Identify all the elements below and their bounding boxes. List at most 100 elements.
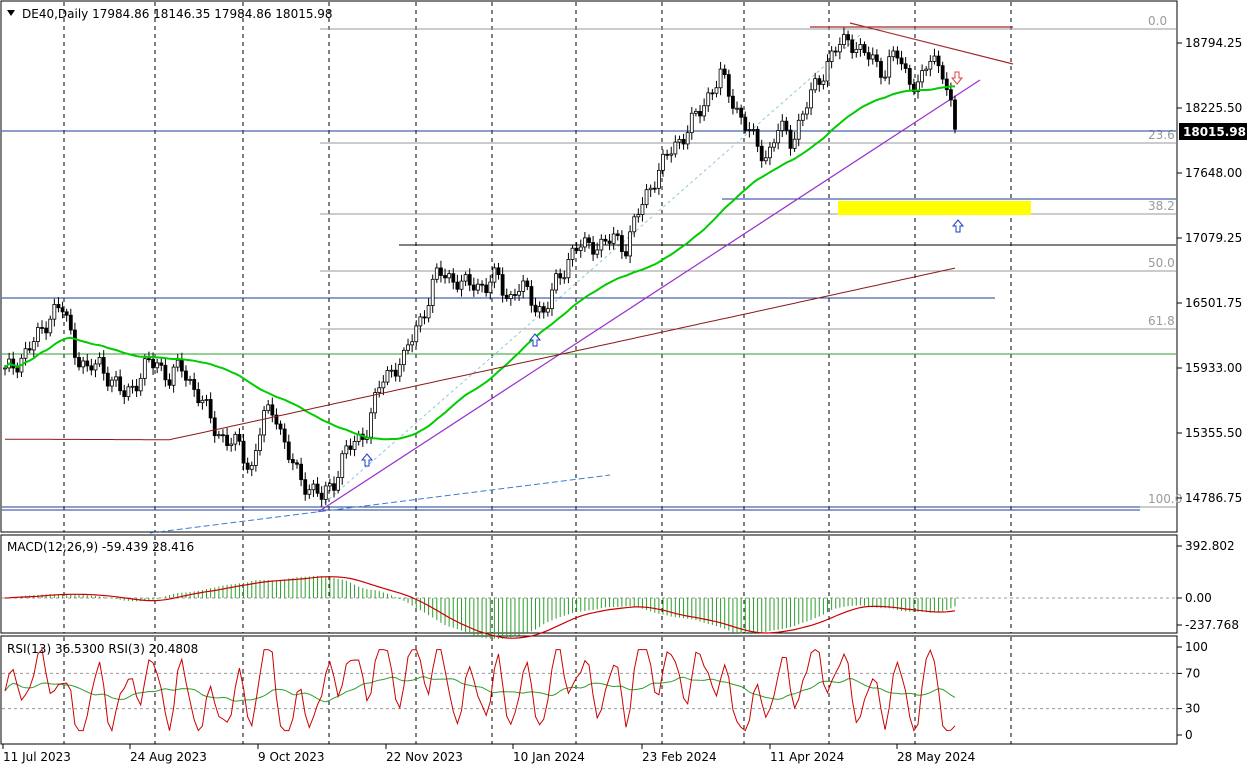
candle-body xyxy=(290,459,295,464)
candle-body xyxy=(768,146,772,159)
candle-body xyxy=(550,289,554,310)
current-price-badge xyxy=(1179,123,1247,140)
candle-body xyxy=(911,83,916,93)
rsi-tick-label: 30 xyxy=(1185,702,1200,716)
candle-body xyxy=(299,463,304,481)
candle-body xyxy=(899,57,904,65)
candle-body xyxy=(212,417,217,437)
candle-body xyxy=(56,304,61,309)
candle-body xyxy=(484,284,489,294)
candle-body xyxy=(278,423,283,430)
candle-body xyxy=(245,462,250,470)
candle-body xyxy=(850,39,855,53)
candle-body xyxy=(652,187,657,190)
candle-body xyxy=(311,483,316,491)
candle-body xyxy=(15,367,20,373)
candle-body xyxy=(443,275,447,279)
price-tick-label: 16501.75 xyxy=(1185,296,1242,310)
candle-body xyxy=(81,360,86,368)
time-tick-label: 28 May 2024 xyxy=(897,750,975,764)
ma-fast-line xyxy=(4,85,955,441)
arrow-up-icon xyxy=(528,333,542,347)
rsi-indicator xyxy=(2,648,1176,733)
candle-body xyxy=(517,290,521,296)
candle-body xyxy=(763,157,768,162)
candle-body xyxy=(184,370,188,381)
candle-body xyxy=(846,34,850,41)
candle-body xyxy=(833,50,838,53)
candle-body xyxy=(879,61,883,78)
arrow-up-icon xyxy=(951,219,965,233)
candle-body xyxy=(229,443,234,446)
candle-body xyxy=(447,273,452,279)
candle-body xyxy=(554,273,558,291)
candle-body xyxy=(578,246,583,251)
candle-body xyxy=(566,259,571,279)
candle-body xyxy=(591,242,595,255)
fib-level-label: 23.6 xyxy=(1148,128,1175,142)
candle-body xyxy=(426,305,431,319)
candle-body xyxy=(521,280,526,292)
candle-body xyxy=(504,294,509,299)
candle-body xyxy=(640,204,645,215)
candle-body xyxy=(928,61,933,70)
candle-body xyxy=(270,404,275,416)
descending-line xyxy=(849,22,1014,65)
candle-body xyxy=(327,483,332,487)
candle-body xyxy=(829,50,834,62)
candle-body xyxy=(541,306,546,313)
candle-body xyxy=(377,387,382,393)
candle-body xyxy=(805,107,809,115)
candle-body xyxy=(476,283,480,291)
candle-body xyxy=(188,379,192,381)
candle-body xyxy=(274,414,279,425)
candle-body xyxy=(471,284,476,291)
candle-body xyxy=(636,214,641,218)
candle-body xyxy=(842,34,846,45)
macd-tick-label: 392.802 xyxy=(1185,539,1235,553)
candle-body xyxy=(179,359,184,372)
time-tick-label: 24 Aug 2023 xyxy=(130,750,207,764)
candle-body xyxy=(582,237,587,248)
dropdown-triangle-icon[interactable] xyxy=(7,10,15,16)
horizontal-lines xyxy=(2,22,1176,534)
price-tick-label: 17648.00 xyxy=(1185,166,1242,180)
candle-body xyxy=(792,138,797,149)
candle-body xyxy=(36,327,40,342)
candle-body xyxy=(944,78,949,91)
candle-body xyxy=(138,377,143,392)
candle-body xyxy=(924,68,929,72)
candle-body xyxy=(455,281,460,290)
candle-body xyxy=(714,87,719,94)
candle-body xyxy=(315,483,320,494)
candle-body xyxy=(336,477,341,491)
candle-body xyxy=(735,107,739,110)
highlight-zone xyxy=(838,201,1031,215)
candle-body xyxy=(628,231,633,257)
macd-signal-line xyxy=(4,576,956,639)
candle-body xyxy=(258,434,262,451)
candlesticks xyxy=(3,27,957,507)
candle-body xyxy=(439,267,443,276)
candle-body xyxy=(669,153,674,156)
candle-body xyxy=(480,283,484,286)
candle-body xyxy=(656,169,661,189)
candle-body xyxy=(706,92,711,107)
candle-body xyxy=(866,52,871,60)
candle-body xyxy=(891,50,896,58)
candle-body xyxy=(340,453,345,478)
macd-indicator xyxy=(2,576,1176,639)
candle-body xyxy=(920,70,924,83)
candle-body xyxy=(159,362,164,366)
price-tick-label: 15355.50 xyxy=(1185,426,1242,440)
time-tick-label: 23 Feb 2024 xyxy=(642,750,717,764)
candle-body xyxy=(694,110,698,114)
candle-body xyxy=(599,238,604,251)
rsi-slow-line xyxy=(4,676,956,703)
candle-body xyxy=(171,366,176,386)
candle-body xyxy=(780,120,785,131)
candle-body xyxy=(603,238,608,242)
candle-body xyxy=(110,379,114,387)
candle-body xyxy=(11,358,16,369)
candle-body xyxy=(344,445,349,455)
